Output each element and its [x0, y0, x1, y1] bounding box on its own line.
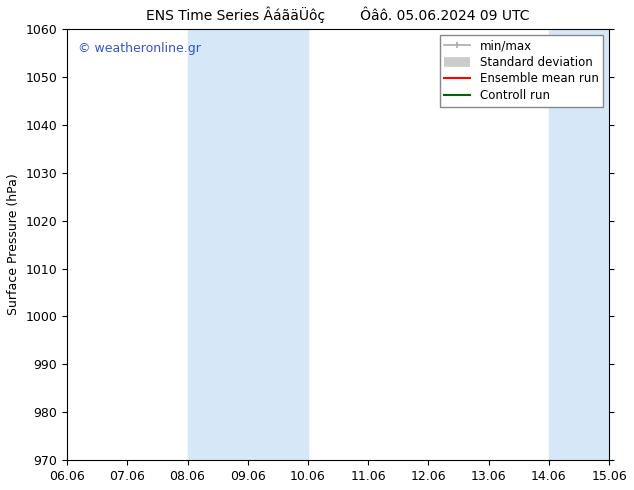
Y-axis label: Surface Pressure (hPa): Surface Pressure (hPa) [7, 173, 20, 316]
Text: © weatheronline.gr: © weatheronline.gr [78, 42, 201, 55]
Legend: min/max, Standard deviation, Ensemble mean run, Controll run: min/max, Standard deviation, Ensemble me… [439, 35, 604, 107]
Bar [549, 29, 634, 460]
Title: ENS Time Series ÂáãäÜôç        Ôâô. 05.06.2024 09 UTC: ENS Time Series ÂáãäÜôç Ôâô. 05.06.2024 … [146, 7, 530, 24]
Bar [188, 29, 308, 460]
